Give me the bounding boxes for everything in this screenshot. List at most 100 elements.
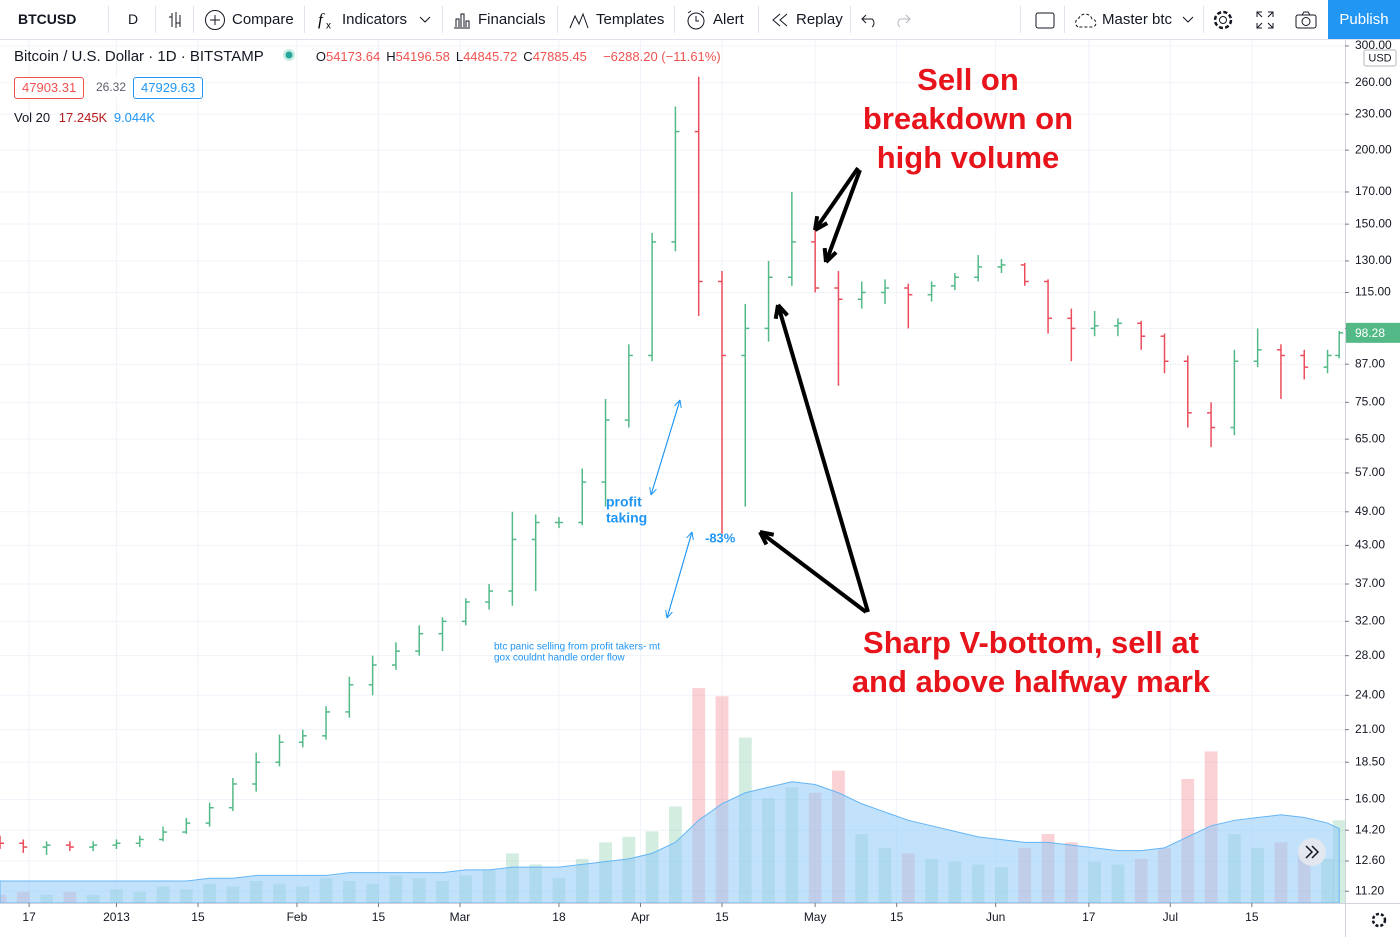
arrow-head (813, 215, 829, 232)
annotation-drop: -83% (705, 530, 736, 545)
scroll-button[interactable] (1298, 838, 1326, 866)
x-tick-label: Jun (986, 910, 1005, 924)
arrow-head (649, 487, 657, 496)
replay-label: Replay (796, 11, 843, 28)
alert-label: Alert (713, 11, 744, 28)
indicators-button[interactable]: f x Indicators (316, 0, 437, 39)
financials-button[interactable]: Financials (452, 0, 546, 39)
ask-price: 47929.63 (133, 77, 204, 99)
y-tick-label: 28.00 (1355, 648, 1385, 662)
arrow-line (758, 530, 868, 614)
annotation-v-bottom: and above halfway mark (852, 664, 1211, 699)
x-tick-label: 18 (552, 910, 566, 924)
ohlc-letter: H (386, 49, 396, 64)
x-tick-label: 17 (22, 910, 36, 924)
templates-button[interactable]: Templates (568, 0, 664, 39)
annotation-profit: taking (606, 510, 647, 526)
ohlc-letter: O (315, 49, 326, 64)
y-tick-label: 87.00 (1355, 356, 1385, 370)
gear-icon (1213, 10, 1233, 30)
publish-button[interactable]: Publish (1328, 0, 1400, 39)
bid-price: 47903.31 (14, 77, 85, 99)
unit-label: USD (1368, 52, 1391, 64)
chart: 300.00 260.00 230.00 200.00 170.00 150.00 130.… (0, 40, 1400, 937)
snapshot-button[interactable] (1294, 0, 1324, 39)
x-tick-label: 15 (1245, 910, 1259, 924)
settings-button[interactable] (1212, 0, 1240, 39)
arrow-line (666, 531, 693, 619)
financials-label: Financials (478, 11, 546, 28)
arrow-line (813, 166, 860, 232)
svg-text:f: f (318, 10, 325, 29)
separator (1203, 6, 1204, 33)
arrow-head (758, 530, 775, 546)
separator (155, 6, 156, 33)
arrow-head (773, 303, 789, 320)
replay-icon (772, 13, 788, 27)
rectangle-button[interactable] (1034, 0, 1062, 39)
ohlc-value: 47885.45 (532, 49, 587, 64)
financials-icon (454, 13, 470, 29)
layout-label: Master btc (1102, 11, 1173, 28)
ohlc-value: 54173.64 (325, 49, 381, 64)
separator (1020, 6, 1021, 33)
bar-style-button[interactable] (166, 0, 192, 39)
y-tick-label: 300.00 (1355, 40, 1392, 52)
separator (304, 6, 305, 33)
y-tick-label: 230.00 (1355, 106, 1392, 120)
separator (108, 6, 109, 33)
volume-ma-area (0, 781, 1340, 904)
interval[interactable]: D (128, 11, 139, 27)
y-tick-label: 150.00 (1355, 216, 1392, 230)
redo-button[interactable] (892, 0, 918, 39)
arrow-head (822, 247, 838, 264)
fullscreen-button[interactable] (1255, 0, 1281, 39)
chevron-icon (1182, 16, 1194, 23)
spread: 26.32 (89, 77, 134, 97)
undo-button[interactable] (860, 0, 886, 39)
ohlc-letter: L (455, 49, 464, 64)
ohlc-value: 54196.58 (395, 49, 450, 64)
annotation-profit: profit (606, 494, 642, 510)
last-price-label: 98.28 (1355, 326, 1385, 340)
toolbar: BTCUSD D Compare f x Indicators Financials… (0, 0, 1400, 40)
separator (850, 6, 851, 33)
y-tick-label: 57.00 (1355, 465, 1385, 479)
replay-button[interactable]: Replay (770, 0, 843, 39)
settings-corner (1371, 912, 1387, 928)
volume-legend: Vol 20 17.245K 9.044K (14, 110, 155, 125)
annotation-panic: btc panic selling from profit takers- mt (494, 642, 660, 653)
y-tick-label: 43.00 (1355, 538, 1385, 552)
volume-ma-value: 9.044K (113, 110, 156, 125)
x-tick-label: Apr (631, 910, 650, 924)
templates-icon (569, 12, 589, 29)
layout-button[interactable]: Master btc (1072, 0, 1200, 39)
legend: Bitcoin / U.S. Dollar · 1D · BITSTAMP O5… (14, 48, 721, 65)
alert-button[interactable]: Alert (685, 0, 744, 39)
y-tick-label: 32.00 (1355, 614, 1385, 628)
undo-icon (861, 14, 875, 28)
arrow-line (824, 169, 862, 263)
compare-button[interactable]: Compare (204, 0, 294, 39)
arrow-head (674, 399, 682, 408)
y-tick-label: 12.60 (1355, 853, 1385, 867)
separator (758, 6, 759, 33)
arrow-head (686, 531, 694, 540)
x-tick-label: 15 (715, 910, 729, 924)
annotation-sell: Sell on (917, 62, 1019, 97)
y-tick-label: 21.00 (1355, 722, 1385, 736)
last-price-box (1346, 322, 1400, 343)
y-tick-label: 14.20 (1355, 822, 1385, 836)
symbol[interactable]: BTCUSD (18, 11, 77, 27)
y-tick-label: 11.20 (1355, 883, 1384, 897)
time-axis (0, 903, 1345, 937)
volume-value: 17.245K (58, 110, 108, 125)
y-tick-label: 200.00 (1355, 142, 1392, 156)
chevron-icon (419, 16, 431, 23)
separator (442, 6, 443, 33)
redo-icon (897, 14, 911, 28)
symbol-title: Bitcoin / U.S. Dollar · 1D · BITSTAMP (14, 48, 264, 65)
plus-icon (205, 10, 225, 31)
volume-label: Vol 20 (14, 110, 51, 125)
